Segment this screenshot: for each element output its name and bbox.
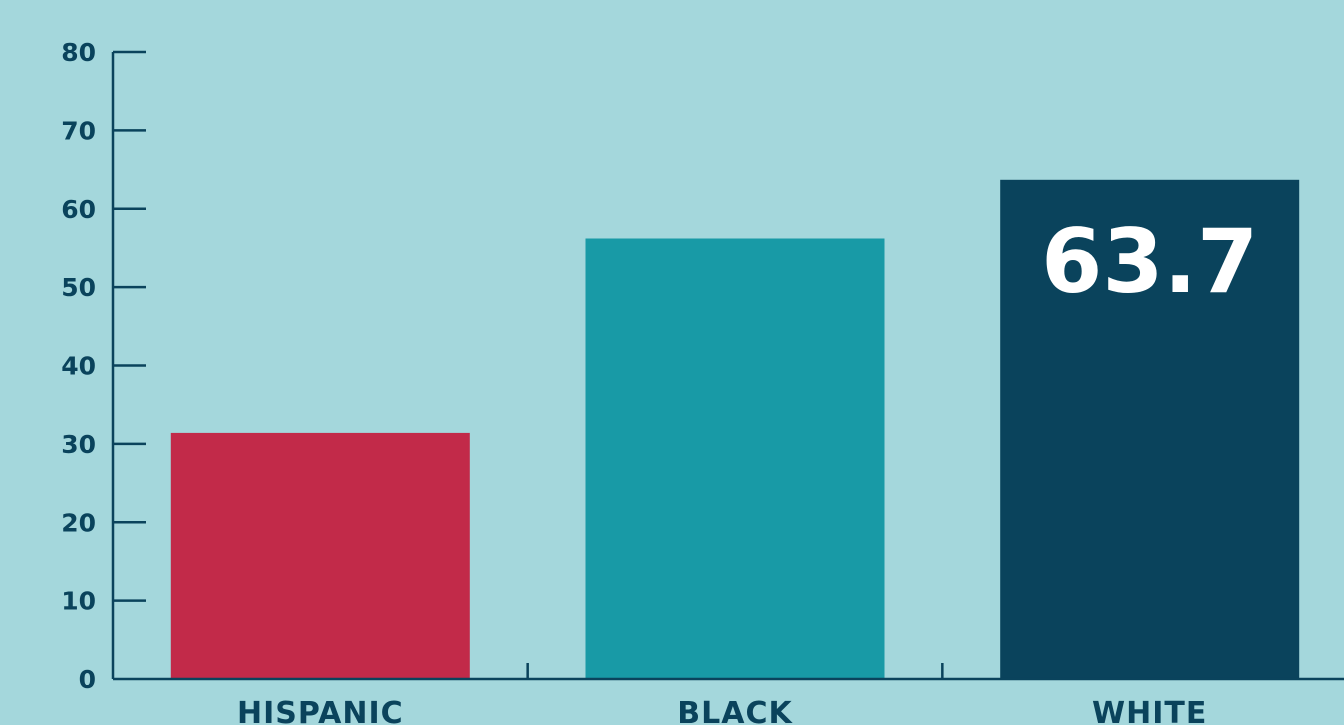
y-tick-label: 20 bbox=[61, 508, 96, 537]
data-labels-group: 63.7 bbox=[1041, 210, 1258, 313]
bars-group bbox=[170, 179, 1300, 680]
y-tick-label: 50 bbox=[61, 273, 96, 302]
y-ticks-group: 0 10 20 30 40 50 60 70 80 bbox=[61, 38, 146, 694]
y-tick-label: 70 bbox=[61, 116, 96, 145]
category-label-black: BLACK bbox=[677, 696, 793, 725]
category-labels-group: HISPANIC BLACK WHITE bbox=[237, 696, 1207, 725]
category-label-white: WHITE bbox=[1092, 696, 1207, 725]
y-tick-label: 40 bbox=[61, 352, 96, 381]
category-label-hispanic: HISPANIC bbox=[237, 696, 404, 725]
data-label-white: 63.7 bbox=[1041, 210, 1258, 313]
y-tick-label: 10 bbox=[61, 587, 96, 616]
y-tick-label: 60 bbox=[61, 195, 96, 224]
y-tick-label: 0 bbox=[79, 665, 96, 694]
y-tick-label: 30 bbox=[61, 430, 96, 459]
bar-black bbox=[585, 238, 885, 679]
bar-hispanic bbox=[170, 432, 470, 679]
x-ticks-group bbox=[526, 663, 944, 679]
y-tick-label: 80 bbox=[61, 38, 96, 67]
bar-white bbox=[1000, 179, 1300, 680]
